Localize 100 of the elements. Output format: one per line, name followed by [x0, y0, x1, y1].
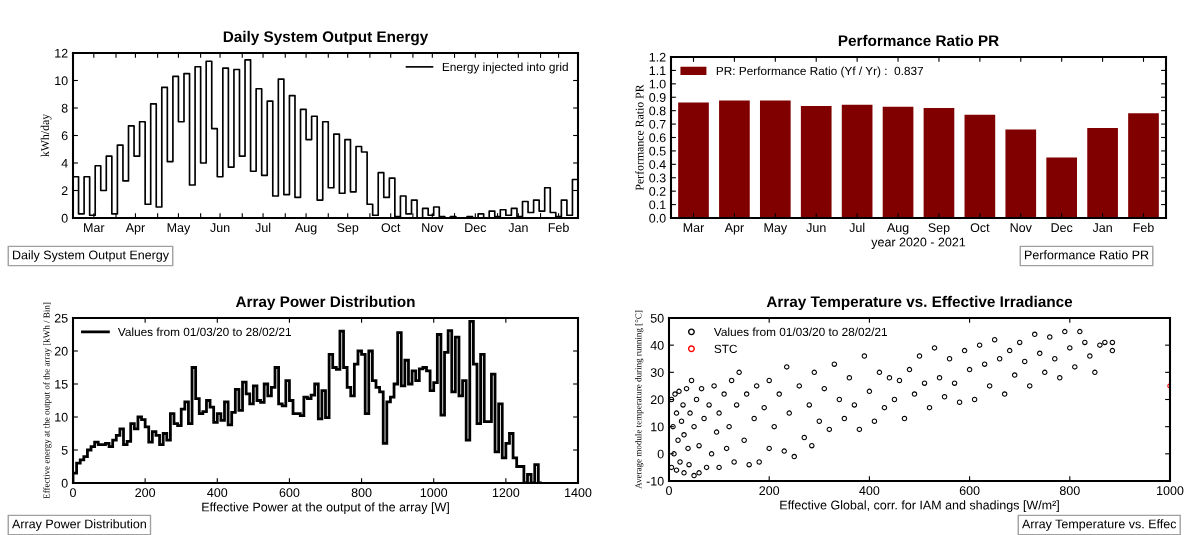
bar [882, 106, 914, 218]
x-tick-label: Sep [928, 223, 950, 235]
x-tick-label: Apr [724, 223, 744, 235]
x-tick-label: 1400 [565, 488, 592, 498]
y-tick-label: 0.6 [649, 133, 666, 143]
y-tick-label: 5 [61, 445, 68, 455]
bar [800, 105, 832, 218]
bar [923, 107, 955, 218]
x-axis-title: year 2020 - 2021 [871, 237, 966, 249]
x-tick-label: 200 [135, 488, 156, 498]
y-tick-label: -10 [646, 476, 664, 486]
x-tick-label: Nov [1010, 223, 1032, 233]
y-tick-label: 8 [61, 103, 68, 113]
x-tick-label: 1200 [492, 488, 520, 498]
bar [719, 100, 750, 218]
bar [1087, 128, 1118, 218]
x-tick-label: Jul [849, 222, 865, 233]
x-tick-label: Apr [125, 223, 145, 235]
y-tick-label: 1.0 [649, 79, 666, 89]
bar [759, 100, 791, 218]
x-tick-label: Nov [422, 223, 444, 233]
y-tick-label: 10 [55, 76, 68, 86]
legend-label: STC [714, 344, 738, 354]
y-tick-label: 4 [61, 158, 68, 168]
y-tick-label: 20 [54, 346, 68, 356]
bar [964, 114, 996, 218]
y-tick-label: 30 [650, 368, 664, 377]
legend-label: Values from 01/03/20 to 28/02/21 [117, 327, 291, 337]
x-tick-label: 800 [351, 488, 372, 498]
x-tick-label: 600 [279, 488, 300, 498]
x-tick-label: Oct [970, 223, 990, 233]
x-tick-label: 800 [1059, 486, 1080, 496]
bar [678, 102, 709, 218]
y-tick-label: 0.3 [649, 173, 666, 183]
x-tick-label: 1000 [1157, 486, 1184, 496]
y-tick-label: 1.1 [649, 66, 666, 75]
y-tick-label: 6 [61, 131, 68, 141]
y-tick-label: 0 [61, 213, 68, 223]
chart-title: Array Power Distribution [235, 295, 415, 311]
x-axis-title: Effective Global, corr. for IAM and shadings [W/m²] [780, 500, 1059, 512]
x-tick-label: 0 [70, 488, 76, 498]
x-tick-label: 600 [959, 486, 980, 496]
x-tick-label: Feb [548, 222, 569, 233]
x-tick-label: Mar [683, 223, 705, 233]
text: Array Temperature vs. Effec [1022, 519, 1177, 531]
bar [1128, 113, 1159, 218]
y-tick-label: 10 [651, 422, 664, 432]
x-tick-label: Oct [381, 223, 401, 233]
bar [841, 104, 873, 218]
chart-title: Array Temperature vs. Effective Irradiance [766, 295, 1073, 311]
x-tick-label: Jul [255, 222, 271, 233]
y-tick-label: 0 [657, 449, 664, 459]
x-tick-label: Aug [886, 223, 909, 235]
y-tick-label: 10 [55, 412, 68, 422]
text: Daily System Output Energy [13, 250, 169, 262]
x-tick-label: Feb [1133, 222, 1154, 233]
x-tick-label: 400 [207, 488, 228, 498]
y-tick-label: 0.2 [649, 186, 666, 196]
x-axis-title: Effective Power at the output of the array [W] [202, 502, 449, 514]
x-tick-label: Jun [210, 223, 230, 233]
x-tick-label: Jan [508, 223, 528, 233]
x-tick-label: May [167, 223, 191, 235]
y-tick-label: 1.2 [649, 52, 666, 62]
legend-label: PR: Performance Ratio (Yf / Yr) : 0.837 [716, 66, 924, 78]
x-tick-label: 400 [859, 486, 880, 496]
x-tick-label: Jan [1092, 223, 1112, 233]
y-tick-label: 2 [61, 186, 68, 196]
x-tick-label: Dec [1051, 223, 1073, 233]
x-tick-label: Dec [465, 223, 487, 233]
y-tick-label: 20 [650, 395, 664, 405]
y-tick-label: 0.4 [649, 160, 666, 169]
text: Performance Ratio PR [1025, 250, 1149, 260]
x-tick-label: Aug [294, 223, 317, 235]
y-tick-label: 0 [61, 478, 68, 488]
chart-title: Daily System Output Energy [223, 30, 429, 46]
x-tick-label: 1000 [420, 488, 448, 498]
bar [1005, 129, 1037, 218]
legend-label: Energy injected into grid [442, 62, 568, 74]
x-tick-label: Mar [84, 223, 105, 233]
y-axis-title: Average module temperature during running [°C] [635, 310, 644, 489]
y-tick-label: 0.5 [649, 146, 666, 156]
y-tick-label: 15 [55, 379, 68, 389]
y-tick-label: 0.8 [649, 106, 666, 116]
bar [1046, 157, 1078, 218]
y-axis-title: kWh/day [40, 113, 52, 157]
y-tick-label: 0.7 [649, 119, 666, 129]
y-tick-label: 12 [55, 48, 68, 58]
text: Array Power Distribution [12, 519, 146, 531]
x-tick-label: May [764, 223, 788, 235]
y-axis-title: Effective energy at the output of the array [kWh / Bin] [43, 302, 52, 499]
legend-label: Values from 01/03/20 to 28/02/21 [713, 327, 887, 337]
chart-title: Performance Ratio PR [838, 34, 999, 47]
y-tick-label: 25 [54, 313, 68, 323]
y-tick-label: 40 [650, 340, 664, 350]
y-axis-title: Performance Ratio PR [635, 84, 644, 191]
y-tick-label: 0.1 [649, 200, 666, 210]
y-tick-label: 0.9 [649, 93, 666, 102]
x-tick-label: Jun [806, 223, 826, 233]
y-tick-label: 50 [650, 313, 664, 323]
x-tick-label: 200 [759, 486, 780, 496]
